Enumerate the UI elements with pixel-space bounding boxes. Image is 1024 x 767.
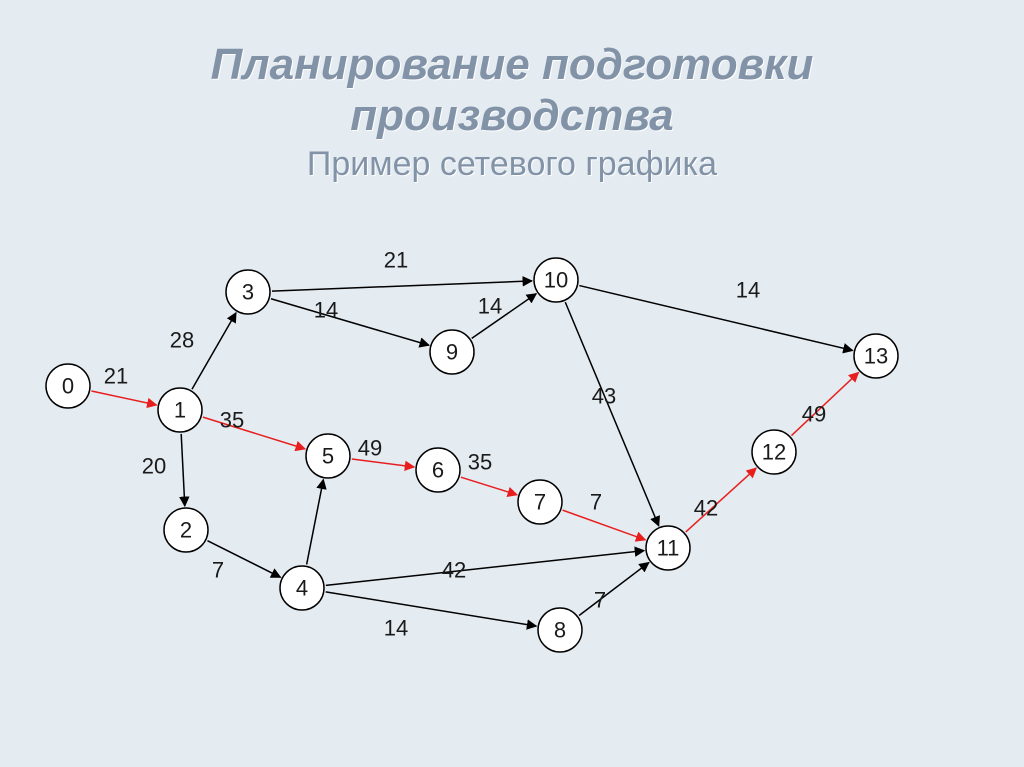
edge-labels-layer: 212820357211442144935771443144249: [104, 248, 826, 641]
edge-4-8: [326, 592, 537, 626]
edge-label-9-10: 14: [478, 294, 502, 319]
edge-0-1: [91, 391, 156, 405]
edge-label-10-11: 43: [592, 384, 616, 409]
edge-label-3-10: 21: [384, 248, 408, 273]
edge-7-11: [563, 510, 646, 540]
edge-label-5-6: 49: [358, 436, 382, 461]
node-label-7: 7: [534, 490, 546, 515]
edge-label-7-11: 7: [590, 490, 602, 515]
edge-6-7: [461, 477, 517, 495]
edge-label-2-4: 7: [212, 558, 224, 583]
node-label-11: 11: [657, 536, 680, 561]
edge-label-4-11: 42: [442, 558, 466, 583]
edge-10-13: [579, 286, 852, 351]
edge-label-11-12: 42: [694, 496, 718, 521]
edge-1-2: [181, 434, 185, 506]
edge-1-3: [192, 313, 236, 389]
node-label-6: 6: [432, 458, 444, 483]
network-diagram: 212820357211442144935771443144249 012345…: [0, 0, 1024, 767]
node-label-4: 4: [296, 576, 308, 601]
edge-3-10: [272, 281, 532, 291]
edge-10-11: [565, 302, 658, 526]
edge-label-6-7: 35: [468, 450, 492, 475]
node-label-5: 5: [322, 444, 334, 469]
edge-4-11: [326, 551, 644, 586]
node-label-1: 1: [174, 398, 186, 423]
node-label-13: 13: [864, 344, 888, 369]
node-label-10: 10: [544, 268, 568, 293]
edge-label-8-11: 7: [594, 588, 606, 613]
node-label-0: 0: [62, 374, 74, 399]
edge-1-5: [203, 417, 305, 449]
slide: Планирование подготовки производства При…: [0, 0, 1024, 767]
edge-label-1-5: 35: [220, 408, 244, 433]
node-label-8: 8: [554, 618, 566, 643]
node-label-9: 9: [446, 340, 458, 365]
edge-label-12-13: 49: [802, 402, 826, 427]
node-label-3: 3: [242, 280, 254, 305]
edge-label-1-3: 28: [170, 328, 194, 353]
edge-label-10-13: 14: [736, 278, 760, 303]
edge-label-1-2: 20: [142, 454, 166, 479]
node-label-2: 2: [180, 518, 192, 543]
edge-3-9: [271, 299, 429, 345]
edge-label-3-9: 14: [314, 298, 338, 323]
edge-4-5: [307, 480, 324, 565]
edge-label-0-1: 21: [104, 364, 128, 389]
node-label-12: 12: [762, 440, 786, 465]
edge-label-4-8: 14: [384, 616, 408, 641]
edge-8-11: [579, 563, 649, 616]
